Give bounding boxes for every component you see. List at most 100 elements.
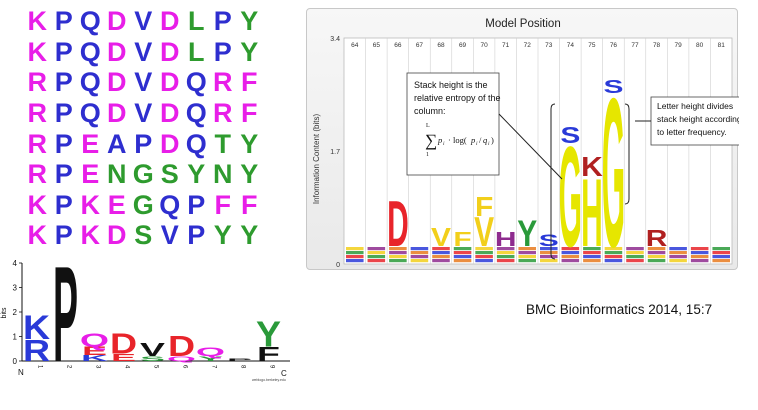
callout-stack-line-3: column: <box>414 106 446 116</box>
sequence-letter: S <box>134 220 153 251</box>
weblogo-c-label: C <box>281 369 287 378</box>
sequence-letter: R <box>27 98 48 129</box>
model-position-logo-panel: Model Position Information Content (bits… <box>306 8 739 271</box>
weblogo-letter: D <box>168 331 195 363</box>
model-logo-letter: S <box>603 77 623 98</box>
model-logo-minor-letter <box>453 247 472 251</box>
model-logo-letter: D <box>387 187 409 260</box>
model-logo-minor-letter <box>518 251 536 255</box>
weblogo-letter: K <box>23 309 50 347</box>
model-logo-minor-letter <box>410 255 429 259</box>
sequence-letter: Q <box>79 98 101 129</box>
model-logo-position-label: 66 <box>394 42 402 49</box>
weblogo-letter: S <box>140 355 165 363</box>
sequence-letter: R <box>213 67 233 98</box>
model-logo-letter: V <box>474 208 494 255</box>
sequence-letter: L <box>188 6 205 37</box>
sequence-letter: D <box>160 98 180 129</box>
model-logo-minor-letter <box>626 247 644 251</box>
weblogo-letter: Y <box>198 355 223 363</box>
model-logo-minor-letter <box>690 259 709 263</box>
sequence-letter: P <box>54 36 73 67</box>
svg-text:i: i <box>488 141 490 147</box>
weblogo-letter: D <box>110 329 137 361</box>
weblogo-xtick-label: 1 <box>37 365 43 369</box>
model-logo-minor-letter <box>389 247 407 251</box>
model-logo-minor-letter <box>518 247 536 251</box>
model-logo-minor-letter <box>496 251 515 255</box>
sequence-letter: V <box>160 220 179 251</box>
model-logo-letter: Y <box>517 214 537 255</box>
weblogo-letter: E <box>111 352 136 364</box>
model-logo-position-label: 71 <box>502 42 510 49</box>
sequence-letter: K <box>27 189 48 220</box>
sequence-letter: P <box>213 6 232 37</box>
callout-stack-line-2: relative entropy of the <box>414 93 501 103</box>
svg-text:/: / <box>479 135 482 145</box>
model-logo-minor-letter <box>540 255 558 259</box>
sequence-letter: P <box>213 36 232 67</box>
model-logo-position-label: 78 <box>653 42 661 49</box>
model-logo-minor-letter <box>496 255 515 259</box>
model-logo-minor-letter <box>712 255 730 259</box>
model-logo-minor-letter <box>626 259 644 263</box>
sequence-letter: Y <box>240 159 259 190</box>
model-logo-title: Model Position <box>485 18 560 30</box>
model-logo-minor-letter <box>647 255 666 259</box>
model-logo-minor-letter <box>647 259 666 263</box>
weblogo-ytick-label: 4 <box>13 259 18 268</box>
model-logo-position-label: 73 <box>545 42 553 49</box>
svg-text:∑: ∑ <box>425 131 437 150</box>
model-logo-minor-letter <box>518 255 536 259</box>
model-logo-minor-letter <box>690 255 709 259</box>
weblogo-xtick-label: 9 <box>269 365 275 369</box>
sequence-letter: D <box>107 36 127 67</box>
sequence-letter: K <box>27 220 48 251</box>
callout-stack-line-1: Stack height is the <box>414 80 488 90</box>
weblogo-xtick-label: 4 <box>124 365 130 369</box>
model-logo-minor-letter <box>389 259 407 263</box>
model-logo-ytick: 3.4 <box>330 36 340 43</box>
model-logo-minor-letter <box>432 255 450 259</box>
sequence-letter: D <box>160 6 180 37</box>
weblogo-credit: weblogo.berkeley.edu <box>252 378 286 382</box>
model-logo-minor-letter <box>410 251 429 255</box>
model-logo-ylabel: Information Content (bits) <box>312 114 321 205</box>
model-logo-position-label: 68 <box>437 42 445 49</box>
sequence-letter: G <box>132 189 154 220</box>
model-logo-minor-letter <box>346 255 364 259</box>
sequence-letter: K <box>27 36 48 67</box>
model-logo-position-label: 64 <box>351 42 359 49</box>
weblogo-xtick-label: 6 <box>182 365 188 369</box>
sequence-letter: Y <box>187 159 206 190</box>
sequence-letter: R <box>213 98 233 129</box>
model-logo-position-label: 75 <box>588 42 596 49</box>
sequence-letter: Y <box>240 128 259 159</box>
model-logo-letter: G <box>559 116 582 271</box>
model-logo-ytick: 1.7 <box>330 149 340 156</box>
model-logo-minor-letter <box>561 247 580 251</box>
model-logo-minor-letter <box>453 255 472 259</box>
weblogo-ytick-label: 2 <box>13 308 18 317</box>
weblogo-ytick-label: 0 <box>13 357 18 366</box>
sequence-letter: K <box>80 189 101 220</box>
sequence-letter: T <box>214 128 232 159</box>
model-logo-position-label: 77 <box>631 42 639 49</box>
model-logo-minor-letter <box>604 255 623 259</box>
weblogo-xtick-label: 3 <box>95 365 101 369</box>
callout-stack-height-box <box>406 72 500 176</box>
sequence-letter: P <box>54 159 73 190</box>
sequence-letter: Q <box>79 67 101 98</box>
sequence-letter: Y <box>240 36 259 67</box>
weblogo-letter: Y <box>256 314 281 354</box>
weblogo-letter: F <box>257 343 280 365</box>
model-logo-minor-letter <box>690 251 709 255</box>
model-logo-letter: H <box>495 229 517 251</box>
model-logo-minor-letter <box>690 247 709 251</box>
